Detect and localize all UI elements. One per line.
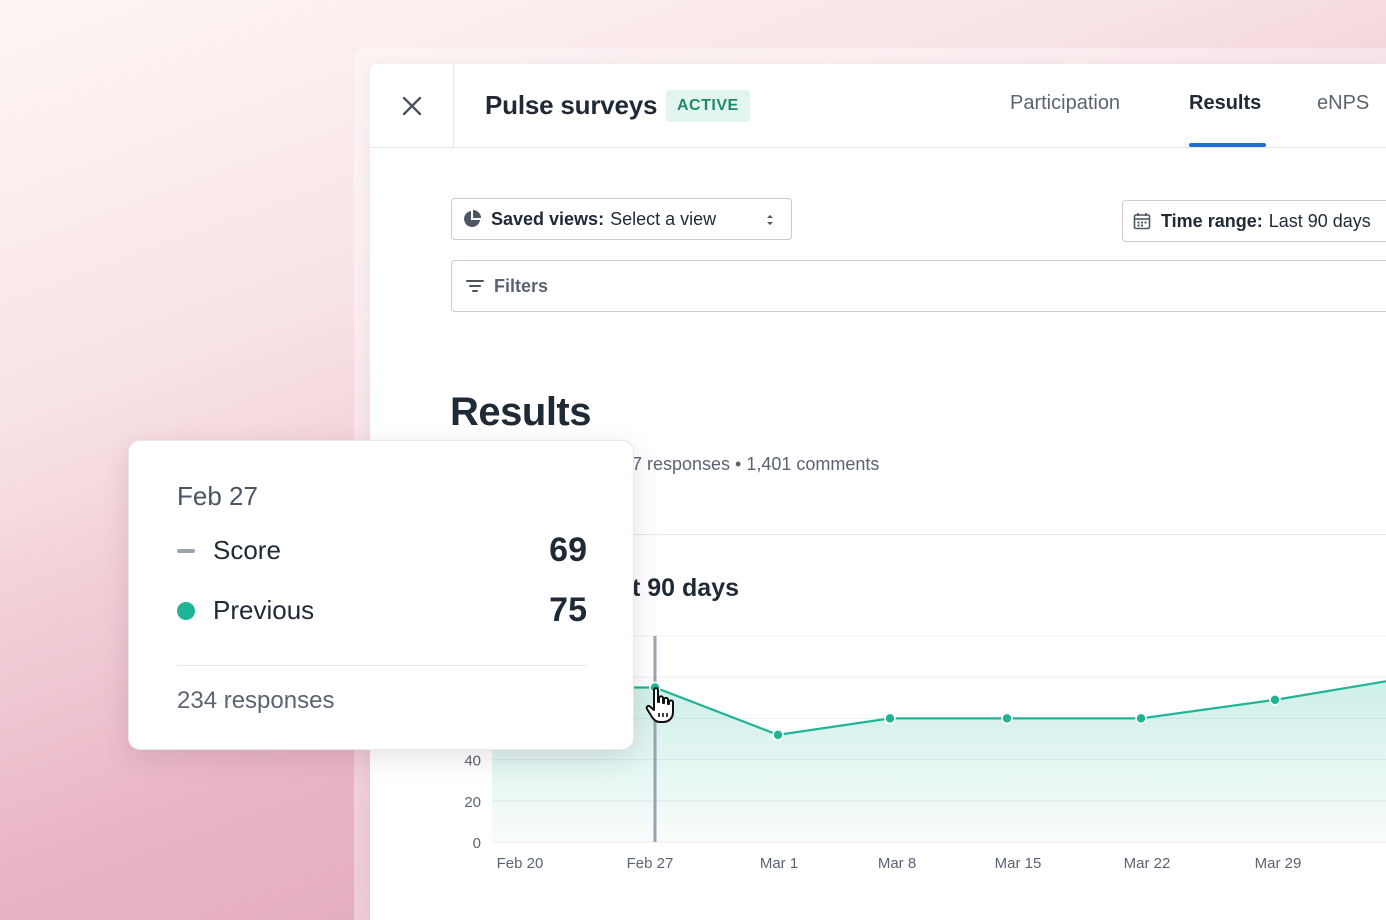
time-range-select[interactable]: Time range: Last 90 days — [1122, 200, 1386, 242]
tooltip-date: Feb 27 — [177, 481, 258, 511]
close-icon — [402, 96, 421, 116]
x-tick-label-4: Mar 15 — [995, 855, 1042, 872]
data-point-5[interactable] — [1269, 694, 1281, 706]
y-tick-label-0: 0 — [473, 835, 481, 852]
saved-views-select[interactable]: Saved views: Select a view — [451, 198, 792, 240]
section-divider — [450, 534, 1386, 535]
tooltip-score-label: Score — [213, 535, 281, 565]
tab-enps[interactable]: eNPS — [1317, 92, 1370, 114]
time-range-value: Last 90 days — [1268, 210, 1371, 231]
page-title: Pulse surveys — [485, 90, 658, 120]
tooltip-row-previous: Previous 75 — [177, 591, 587, 631]
tooltip-row-score: Score 69 — [177, 531, 587, 571]
data-point-2[interactable] — [884, 712, 896, 725]
x-tick-label-6: Mar 29 — [1255, 855, 1302, 872]
chart-tooltip: Feb 27 Score 69 Previous 75 234 response… — [128, 440, 634, 750]
previous-legend-marker — [177, 602, 195, 620]
status-badge: ACTIVE — [666, 90, 750, 122]
y-tick-label-2: 40 — [464, 753, 481, 770]
hand-pointer-icon — [645, 687, 674, 723]
close-button[interactable] — [370, 64, 454, 148]
x-tick-label-5: Mar 22 — [1124, 855, 1171, 872]
x-tick-label-0: Feb 20 — [497, 855, 544, 872]
x-tick-label-2: Mar 1 — [760, 855, 798, 872]
tooltip-previous-label: Previous — [213, 595, 315, 625]
tab-participation[interactable]: Participation — [1010, 92, 1121, 114]
data-point-3[interactable] — [1001, 712, 1013, 725]
data-point-1[interactable] — [772, 729, 784, 741]
calendar-icon — [1133, 213, 1151, 230]
score-legend-marker — [177, 549, 195, 553]
filters-bar[interactable]: Filters — [451, 260, 1386, 312]
tooltip-responses: 234 responses — [177, 687, 335, 714]
sort-arrows-icon — [767, 215, 773, 225]
chart-title: t 90 days — [632, 574, 740, 602]
x-tick-label-1: Feb 27 — [627, 855, 674, 872]
series-line — [492, 680, 1386, 737]
data-point-4[interactable] — [1135, 712, 1147, 725]
tooltip-score-value: 69 — [549, 531, 587, 569]
active-tab-indicator — [1189, 143, 1266, 147]
saved-views-value: Select a view — [610, 208, 717, 229]
tab-results[interactable]: Results — [1189, 92, 1262, 114]
saved-views-label: Saved views: — [491, 208, 605, 229]
x-tick-label-3: Mar 8 — [878, 855, 916, 872]
results-summary: 7 responses • 1,401 comments — [632, 454, 880, 474]
results-heading: Results — [450, 390, 592, 434]
series-area — [492, 681, 1386, 842]
filter-icon — [466, 280, 484, 292]
tooltip-divider — [177, 665, 587, 666]
panel-header: Pulse surveys ACTIVE Participation Resul… — [370, 64, 1386, 148]
time-range-label: Time range: — [1161, 210, 1263, 231]
pie-chart-icon — [464, 210, 481, 227]
y-tick-label-1: 20 — [464, 794, 481, 811]
tooltip-previous-value: 75 — [549, 591, 587, 629]
filters-label: Filters — [494, 275, 549, 296]
